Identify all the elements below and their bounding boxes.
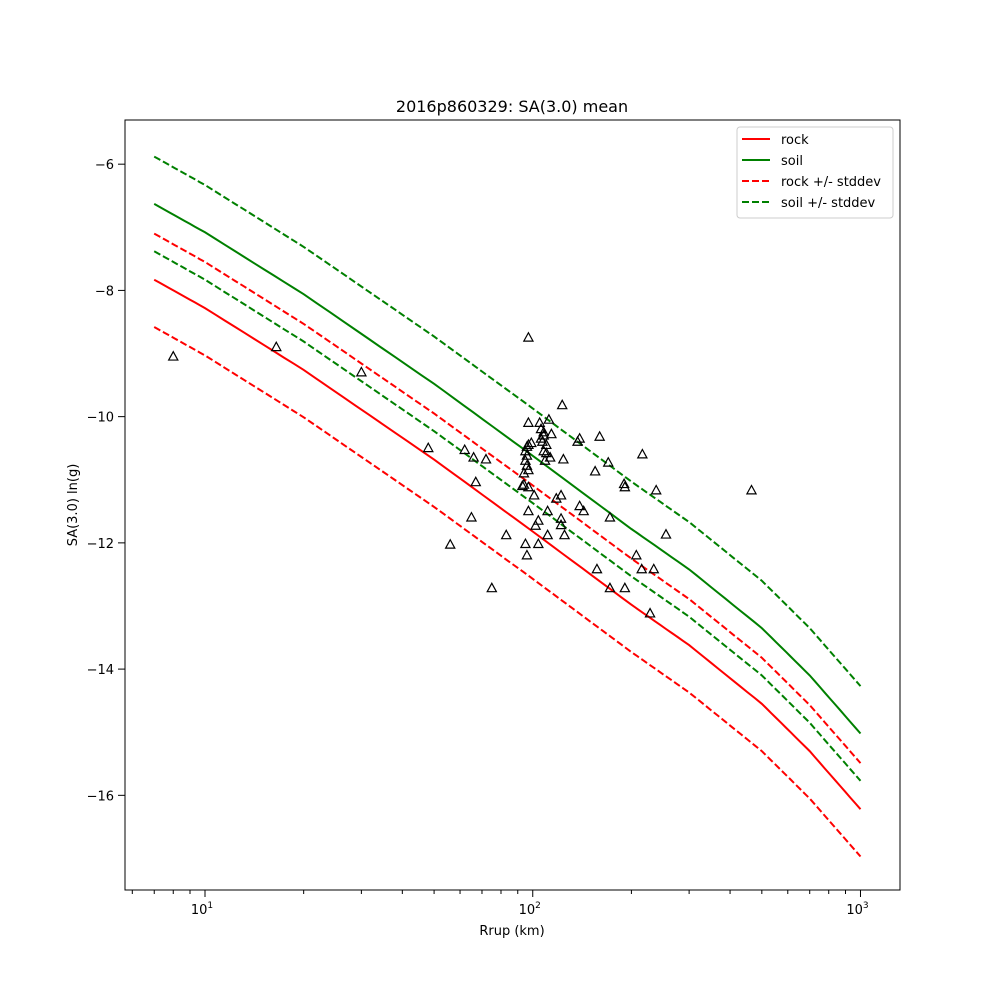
observation-point (522, 331, 535, 342)
observation-point (532, 514, 544, 525)
x-axis: 101 102 103 (131, 890, 869, 918)
legend-label: soil (781, 154, 803, 169)
chart-title: 2016p860329: SA(3.0) mean (396, 97, 628, 116)
observation-point (522, 481, 535, 492)
y-tick-label: −8 (95, 284, 114, 299)
observation-point (543, 413, 555, 424)
y-tick-label: −12 (87, 537, 114, 552)
observation-point (486, 582, 498, 593)
observation-point (618, 477, 630, 489)
observation-point (538, 445, 550, 456)
y-tick-label: −14 (87, 663, 114, 678)
legend-label: rock +/- stddev (781, 175, 881, 190)
observation-point (355, 366, 367, 377)
observation-point (516, 479, 529, 491)
legend-box (736, 126, 894, 219)
observation-point (500, 529, 512, 540)
y-axis-label: SA(3.0) ln(g) (66, 464, 81, 547)
y-tick-label: −6 (95, 158, 114, 173)
observation-point (545, 428, 558, 439)
observation-point (522, 464, 535, 475)
observation-point (444, 538, 456, 549)
observation-point (532, 537, 544, 549)
observation-point (521, 459, 533, 470)
series-layer (153, 155, 862, 858)
observation-point (529, 519, 542, 530)
observation-point (538, 426, 550, 437)
observation-point (589, 465, 601, 476)
plot-area (124, 119, 901, 891)
observation-point (518, 467, 530, 478)
y-axis: −6 −8 −10 −12 −14 −16 (87, 158, 125, 804)
observation-point (522, 505, 535, 516)
observation-point (602, 456, 614, 467)
observation-point (619, 582, 631, 593)
observation-point (636, 448, 648, 459)
observation-point (467, 451, 480, 462)
observation-point (544, 451, 556, 462)
observation-point (167, 350, 179, 361)
observation-point (555, 518, 567, 530)
observation-point (540, 446, 552, 458)
x-axis-label: Rrup (km) (479, 924, 544, 939)
observation-point (521, 449, 533, 460)
y-tick-label: −10 (87, 411, 114, 426)
legend-label: soil +/- stddev (781, 196, 876, 211)
observation-point (519, 537, 532, 549)
observation-point (574, 432, 586, 443)
observation-point (528, 489, 540, 500)
series-line-5 (153, 250, 862, 782)
observation-point (604, 511, 616, 522)
x-tick-label: 101 (191, 901, 213, 918)
y-tick-label: −16 (87, 789, 114, 804)
observation-point (660, 528, 672, 539)
observation-point (557, 453, 569, 464)
observation-point (480, 453, 492, 464)
observation-point (422, 441, 434, 453)
observation-point (521, 549, 533, 560)
observation-point (550, 492, 562, 503)
observation-point (636, 563, 648, 574)
observation-point (470, 476, 482, 487)
observation-point (745, 484, 758, 495)
observation-point (541, 505, 554, 516)
observation-point (604, 582, 616, 593)
observation-point (578, 505, 590, 516)
observation-point (644, 607, 656, 618)
observation-point (556, 399, 568, 410)
observation-points (167, 331, 758, 618)
observation-point (555, 512, 567, 523)
observation-point (541, 529, 554, 540)
series-line-3 (153, 326, 862, 858)
observation-point (270, 340, 282, 352)
observation-point (558, 529, 571, 540)
series-line-2 (153, 232, 862, 764)
observation-point (465, 511, 478, 522)
observation-point (459, 443, 471, 455)
observation-point (525, 436, 537, 448)
observation-point (630, 549, 642, 560)
series-line-1 (153, 203, 862, 735)
observation-point (522, 416, 535, 427)
observation-point (522, 438, 535, 450)
observation-point (650, 484, 662, 495)
series-line-0 (153, 278, 862, 810)
axes-frame (124, 119, 901, 891)
observation-point (536, 435, 548, 446)
observation-point (594, 430, 606, 441)
observation-point (591, 563, 603, 574)
observation-point (538, 429, 550, 440)
observation-point (648, 563, 660, 574)
legend: rock soil rock +/- stddev soil +/- stddev (736, 126, 894, 219)
observation-point (518, 478, 530, 489)
legend-label: rock (781, 133, 809, 148)
x-tick-label: 103 (846, 901, 868, 918)
observation-point (574, 500, 586, 511)
x-tick-label: 102 (519, 901, 541, 918)
observation-point (619, 481, 631, 492)
observation-point (539, 454, 551, 465)
observation-point (555, 489, 567, 500)
